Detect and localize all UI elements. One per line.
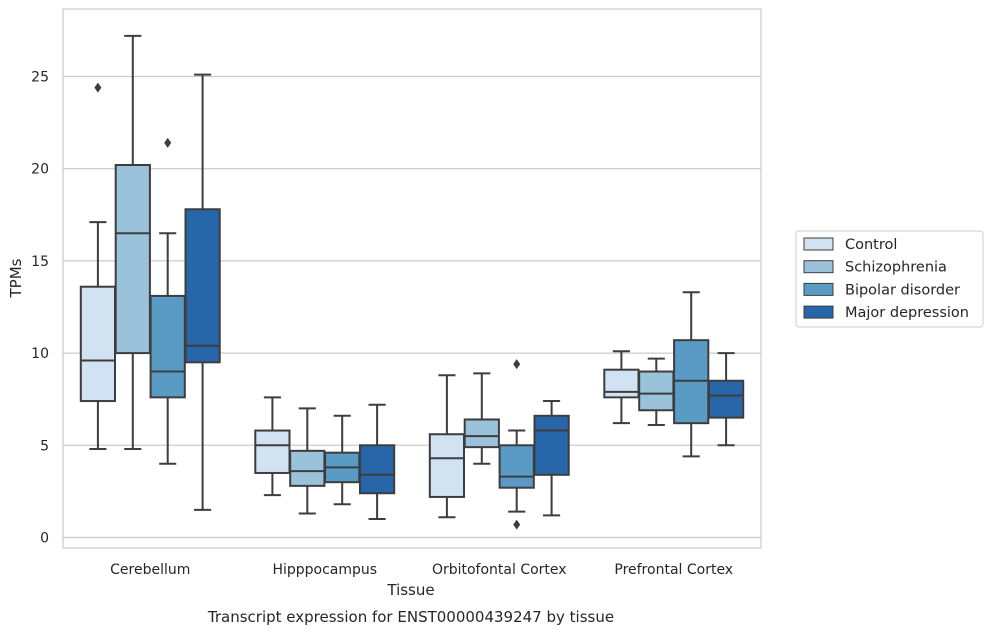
- box-iqr: [638, 370, 675, 412]
- box-cerebellum-schizophrenia: [114, 34, 151, 450]
- legend-label: Major depression: [845, 305, 969, 321]
- legend-label: Bipolar disorder: [845, 282, 960, 298]
- box-iqr: [289, 449, 326, 487]
- legend: Control Schizophrenia Bipolar disorder Majo…: [795, 230, 984, 328]
- box-orbitofontal-cortex-major-depression: [533, 400, 570, 517]
- y-axis-title: TPMs: [7, 258, 25, 298]
- box-iqr: [707, 379, 745, 419]
- x-tick-label: Cerebellum: [110, 562, 190, 578]
- box-prefrontal-cortex-control: [603, 350, 640, 425]
- legend-swatch: [803, 282, 834, 296]
- y-tick-label: 20: [31, 162, 49, 178]
- outlier-point: [164, 137, 172, 148]
- legend-label: Schizophrenia: [845, 260, 947, 276]
- x-tick-label: Orbitofontal Cortex: [432, 562, 567, 578]
- box-orbitofontal-cortex-control: [428, 374, 466, 519]
- box-prefrontal-cortex-major-depression: [707, 352, 745, 447]
- x-axis-title: Tissue: [386, 581, 434, 599]
- box-hipppocampus-schizophrenia: [289, 407, 326, 515]
- x-tick-label: Hipppocampus: [272, 562, 377, 578]
- legend-swatch: [803, 237, 834, 251]
- box-iqr: [533, 414, 570, 476]
- box-groups: [79, 34, 745, 530]
- legend-label: Control: [845, 237, 897, 253]
- box-hipppocampus-bipolar-disorder: [324, 414, 361, 506]
- legend-swatch: [803, 260, 834, 274]
- x-tick-label: Prefrontal Cortex: [614, 562, 733, 578]
- box-iqr: [254, 429, 291, 474]
- box-orbitofontal-cortex-schizophrenia: [463, 372, 500, 465]
- box-iqr: [184, 208, 221, 364]
- x-tick-labels: Cerebellum Hipppocampus Orbitofontal Corte…: [110, 562, 733, 578]
- box-hipppocampus-control: [254, 396, 291, 497]
- box-cerebellum-bipolar-disorder: [149, 137, 186, 465]
- box-iqr: [428, 433, 466, 498]
- box-prefrontal-cortex-bipolar-disorder: [673, 291, 710, 458]
- legend-frame: [795, 230, 984, 328]
- plot-frame: [62, 8, 762, 549]
- box-iqr: [149, 294, 186, 399]
- outlier-point: [513, 519, 521, 530]
- box-iqr: [463, 418, 500, 449]
- box-cerebellum-major-depression: [184, 73, 221, 511]
- y-tick-label: 25: [31, 70, 49, 86]
- box-orbitofontal-cortex-bipolar-disorder: [498, 359, 535, 530]
- box-iqr: [498, 444, 535, 489]
- y-tick-label: 15: [31, 254, 49, 270]
- box-iqr: [114, 164, 151, 355]
- box-iqr: [358, 444, 396, 495]
- outlier-point: [513, 359, 521, 370]
- box-iqr: [603, 368, 640, 399]
- y-tick-label: 10: [31, 346, 49, 362]
- legend-swatch: [803, 305, 834, 319]
- outlier-point: [94, 82, 102, 93]
- y-tick-label: 5: [40, 438, 49, 454]
- y-tick-labels: 0 5 10 15 20 25: [31, 70, 49, 547]
- box-cerebellum-control: [79, 82, 117, 450]
- box-prefrontal-cortex-schizophrenia: [638, 357, 675, 427]
- y-tick-label: 0: [40, 531, 49, 547]
- box-hipppocampus-major-depression: [358, 403, 396, 521]
- box-iqr: [79, 285, 117, 403]
- chart-caption: Transcript expression for ENST0000043924…: [207, 608, 614, 626]
